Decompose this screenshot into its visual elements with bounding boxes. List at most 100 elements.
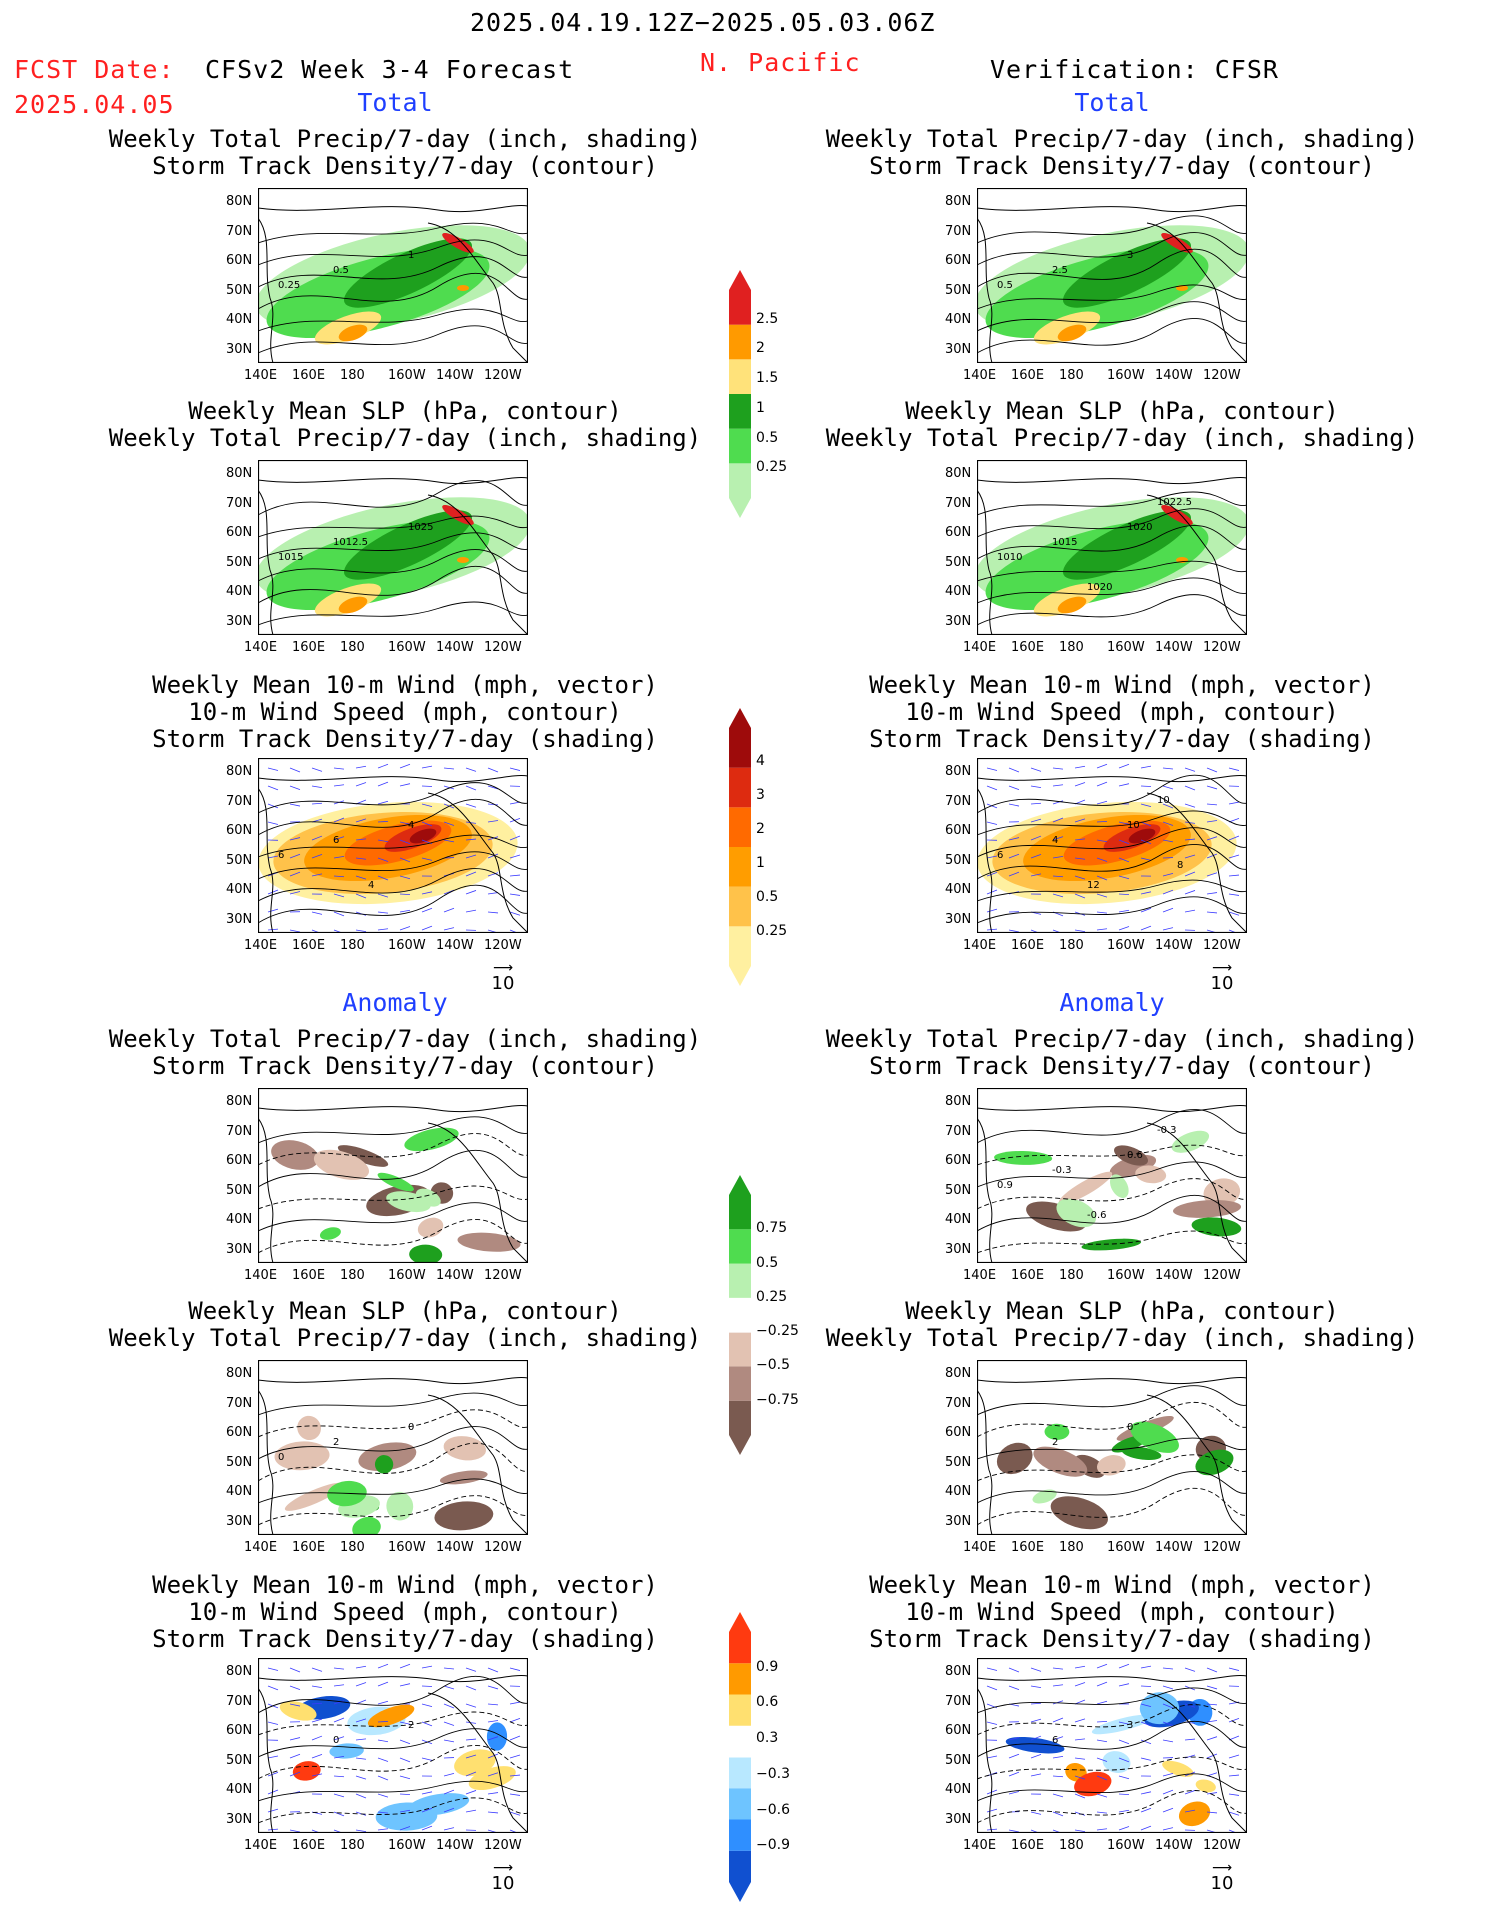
contour-line xyxy=(258,1149,528,1188)
wind-vector xyxy=(355,818,367,823)
wind-vector xyxy=(377,781,389,787)
anom-wet-patch xyxy=(1121,1446,1162,1461)
lat-tick-label: 50N xyxy=(945,1182,972,1198)
colorbar-segment xyxy=(729,1229,751,1264)
wind-vector xyxy=(377,1663,389,1669)
anom-dry-patch xyxy=(1096,1455,1126,1476)
panel-title-line: Storm Track Density/7-day (contour) xyxy=(869,152,1375,180)
wind-vector xyxy=(399,875,411,880)
contour-label: 3 xyxy=(1127,250,1133,261)
contour-line xyxy=(258,532,528,560)
wind-vector xyxy=(355,1665,367,1669)
anom-wet-patch xyxy=(1191,1217,1242,1237)
lat-tick-label: 30N xyxy=(945,911,972,927)
wind-vector xyxy=(289,1703,301,1707)
coastline-arctic xyxy=(977,1105,1247,1113)
wind-vector xyxy=(333,836,345,841)
contour-line xyxy=(977,1402,1247,1438)
wind-vector xyxy=(421,925,433,931)
panel-title-line: Weekly Total Precip/7-day (inch, shading… xyxy=(825,424,1419,452)
wind-vector xyxy=(443,1807,455,1813)
wind-vector xyxy=(421,907,433,913)
coastline-asia xyxy=(977,489,993,635)
wind-vector xyxy=(1184,785,1196,791)
lat-tick-label: 60N xyxy=(945,1425,972,1440)
coastline-arctic xyxy=(258,1105,528,1113)
wind-vector xyxy=(421,1703,433,1708)
colorbar-segment xyxy=(729,1263,751,1298)
model-title: CFSv2 Week 3-4 Forecast xyxy=(205,55,575,84)
wind-vector xyxy=(421,891,433,895)
wind-vector xyxy=(311,767,323,772)
map-frame xyxy=(977,1360,1247,1535)
map-panel-fc-total-slp: 1025 1012.5 1015 xyxy=(258,460,528,635)
precip-shade-orange xyxy=(338,324,368,342)
wind-vector xyxy=(1206,1811,1218,1814)
wind-vector xyxy=(289,1685,301,1691)
wind-vector xyxy=(1206,1685,1218,1690)
wind-vector xyxy=(289,785,301,791)
wind-vector xyxy=(311,1735,323,1741)
map-panel-fc-total-wind: 4 6 6 4 xyxy=(258,758,528,933)
wind-vector xyxy=(1162,785,1174,790)
wind-vector xyxy=(377,1739,389,1743)
wind-vector xyxy=(333,1829,344,1833)
wind-vector xyxy=(377,1757,389,1762)
colorbar-label: −0.6 xyxy=(756,1801,790,1818)
wind-vector xyxy=(1008,803,1020,807)
vector-reference: ⟶ 10 xyxy=(1210,1860,1234,1894)
wind-vector xyxy=(1206,1703,1218,1706)
wind-vector xyxy=(1030,1667,1042,1672)
wind-vector xyxy=(465,1790,477,1795)
lon-tick-label: 140E xyxy=(963,368,997,383)
wind-vector xyxy=(1184,1738,1196,1741)
colorbar-label: 0.5 xyxy=(756,1254,779,1271)
wind-vector xyxy=(1052,1775,1064,1778)
contour-line xyxy=(977,215,1247,244)
lon-tick-label: 120W xyxy=(484,1268,522,1283)
contour-label: 1020 xyxy=(1127,522,1152,533)
lon-tick-label: 140E xyxy=(244,1540,278,1555)
lat-tick-label: 60N xyxy=(226,525,253,540)
contour-label: 0.5 xyxy=(333,265,349,276)
lon-tick-label: 140E xyxy=(963,1838,997,1853)
contour-label: 1025 xyxy=(408,522,433,533)
wind-vector xyxy=(1228,1754,1240,1759)
coastline-north-america xyxy=(427,1122,528,1263)
anom-dry-patch xyxy=(297,1415,321,1441)
wind-vector xyxy=(289,1829,301,1833)
wind-vector xyxy=(443,785,455,790)
contour-line xyxy=(258,1675,528,1714)
lon-tick-label: 160E xyxy=(292,1838,326,1853)
anom-pos-patch xyxy=(468,1766,516,1791)
contour-line xyxy=(977,1437,1247,1460)
contour-line xyxy=(977,1687,1247,1714)
wind-vector xyxy=(509,1735,521,1741)
contour-line xyxy=(258,851,528,880)
lon-tick-label: 160E xyxy=(1011,1268,1045,1283)
wind-vector xyxy=(465,1703,477,1708)
wind-vector xyxy=(1096,763,1108,769)
lon-tick-label: 180 xyxy=(340,640,365,655)
lat-tick-label: 40N xyxy=(226,584,253,599)
wind-vector xyxy=(1096,1775,1108,1781)
contour-line xyxy=(258,239,528,266)
lat-tick-label: 30N xyxy=(945,1241,972,1257)
colorbar-segment xyxy=(729,394,751,429)
panel-title-line: Storm Track Density/7-day (shading) xyxy=(869,1625,1375,1653)
wind-vector xyxy=(1206,1720,1218,1723)
wind-vector xyxy=(1228,1811,1240,1816)
lat-tick-label: 30N xyxy=(945,1513,972,1529)
colorbar-top-arrow xyxy=(729,270,751,290)
wind-vector xyxy=(1030,1773,1042,1777)
wind-vector xyxy=(465,1721,477,1724)
wind-vector xyxy=(1118,1809,1130,1813)
colorbar-bottom-arrow xyxy=(729,1435,751,1455)
anom-wet-patch xyxy=(1044,1423,1070,1440)
wind-vector xyxy=(1074,1793,1086,1799)
wind-vector xyxy=(465,785,477,791)
contour-line xyxy=(977,1108,1247,1144)
wind-vector xyxy=(443,907,455,913)
wind-vector xyxy=(509,1667,521,1671)
